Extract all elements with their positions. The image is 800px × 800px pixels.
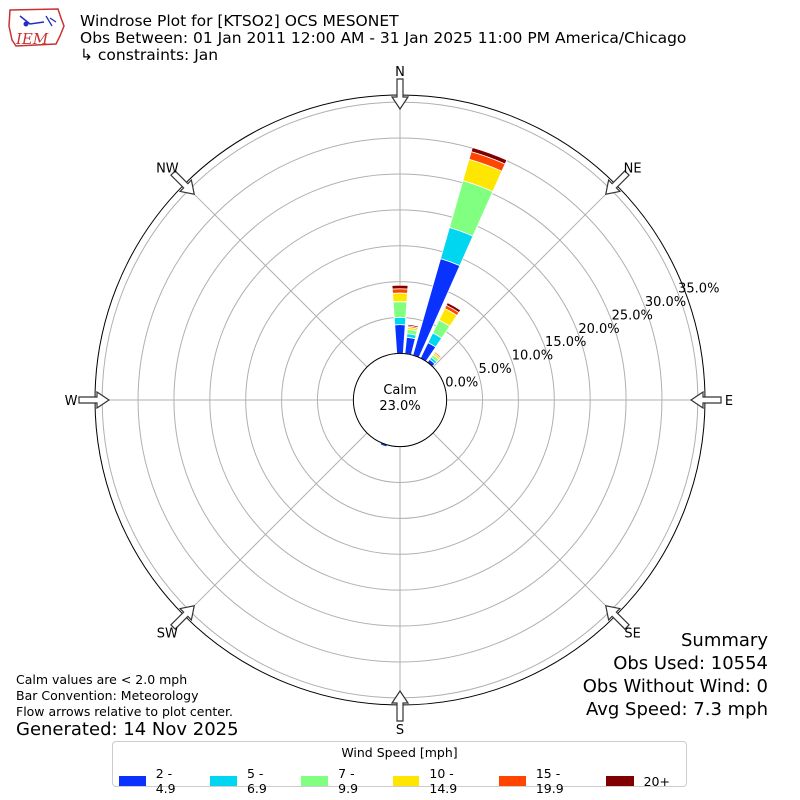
legend-item: 20+ — [605, 766, 670, 796]
bar-0-series-3 — [392, 292, 408, 303]
legend-label: 2 - 4.9 — [155, 766, 176, 796]
calm-note: Calm values are < 2.0 mph — [16, 672, 188, 687]
legend-items: 2 - 4.9 5 - 6.9 7 - 9.9 10 - 14.9 15 - 19.9 2… — [119, 766, 686, 796]
flow-arrow-icon — [170, 170, 195, 195]
flow-arrow-icon — [78, 390, 111, 410]
bar-0-series-1 — [393, 317, 407, 326]
summary-avg-speed: Avg Speed: 7.3 mph — [586, 699, 768, 720]
grid-spoke — [183, 432, 368, 617]
flow-arrow-icon — [390, 689, 410, 722]
summary-title: Summary — [681, 630, 768, 651]
obs-between: Obs Between: 01 Jan 2011 12:00 AM - 31 J… — [80, 29, 687, 47]
compass-label-e: E — [725, 394, 733, 409]
iowa-map-icon — [8, 8, 65, 47]
bars-layer — [352, 147, 508, 448]
radial-tick-label: 30.0% — [645, 295, 686, 310]
grid-spoke — [432, 432, 617, 617]
compass-label-w: W — [65, 394, 78, 409]
chart-title: Windrose Plot for [KTSO2] OCS MESONET — [80, 12, 399, 30]
bar-0-series-4 — [391, 288, 409, 294]
bar-10-series-5 — [407, 323, 419, 329]
legend-swatch — [392, 776, 420, 786]
legend-label: 10 - 14.9 — [429, 766, 458, 796]
flow-arrow-icon — [605, 170, 630, 195]
grid-spoke — [432, 183, 617, 368]
radial-tick-label: 35.0% — [678, 281, 719, 296]
flow-arrow-icon — [605, 605, 630, 630]
legend-swatch — [605, 776, 634, 786]
legend: Wind Speed [mph] 2 - 4.9 5 - 6.9 7 - 9.9 10… — [112, 741, 687, 796]
flow-arrow-icon — [170, 605, 195, 630]
labels-layer: 0.0%5.0%10.0%15.0%20.0%25.0%30.0%35.0% N N… — [65, 65, 734, 738]
legend-item: 15 - 19.9 — [499, 766, 589, 796]
calm-circle — [352, 352, 448, 448]
legend-label: 15 - 19.9 — [535, 766, 564, 796]
radial-tick-label: 25.0% — [612, 308, 653, 323]
radial-tick-label: 0.0% — [445, 376, 478, 391]
compass-label-n: N — [395, 65, 405, 80]
flow-arrow-icon — [689, 390, 722, 410]
legend-item: 2 - 4.9 — [119, 766, 194, 796]
legend-item: 10 - 14.9 — [392, 766, 483, 796]
compass-label-nw: NW — [156, 161, 179, 176]
flow-arrow-note: Flow arrows relative to plot center. — [16, 704, 233, 719]
bar-convention-note: Bar Convention: Meteorology — [16, 688, 199, 703]
calm-box: Calm 23.0% — [360, 383, 440, 415]
bar-0-series-5 — [391, 284, 409, 290]
direction-arrows — [78, 78, 722, 722]
calm-label: Calm — [383, 383, 417, 398]
legend-label: 5 - 6.9 — [246, 766, 267, 796]
legend-item: 5 - 6.9 — [210, 766, 285, 796]
compass-label-se: SE — [624, 627, 640, 642]
radial-tick-label: 5.0% — [479, 362, 512, 377]
radial-tick-label: 10.0% — [512, 349, 553, 364]
compass-label-sw: SW — [157, 627, 178, 642]
legend-swatch — [210, 776, 237, 786]
bar-0-series-0 — [394, 324, 406, 354]
bar-0-series-2 — [392, 301, 408, 319]
summary-obs-without-wind: Obs Without Wind: 0 — [582, 676, 768, 697]
bar-20-series-5 — [470, 147, 508, 165]
constraints: ↳ constraints: Jan — [80, 46, 219, 64]
flow-arrow-icon — [390, 78, 410, 111]
calm-value: 23.0% — [379, 399, 421, 414]
compass-label-ne: NE — [624, 161, 642, 176]
generated-date: Generated: 14 Nov 2025 — [16, 719, 239, 740]
legend-label: 7 - 9.9 — [338, 766, 359, 796]
grid-spoke — [183, 183, 368, 368]
bar-40-series-5 — [434, 350, 443, 358]
legend-item: 7 - 9.9 — [301, 766, 376, 796]
legend-label: 20+ — [643, 773, 670, 789]
bar-30-series-5 — [445, 302, 462, 314]
legend-swatch — [301, 776, 329, 786]
radial-tick-label: 20.0% — [578, 322, 619, 337]
iem-logo: IEM — [6, 6, 66, 50]
logo-text: IEM — [16, 30, 49, 48]
legend-title: Wind Speed [mph] — [341, 745, 458, 760]
legend-swatch — [499, 776, 526, 786]
radial-tick-label: 15.0% — [545, 335, 586, 350]
summary-obs-used: Obs Used: 10554 — [613, 653, 768, 674]
compass-label-s: S — [396, 723, 404, 738]
legend-swatch — [119, 776, 146, 786]
